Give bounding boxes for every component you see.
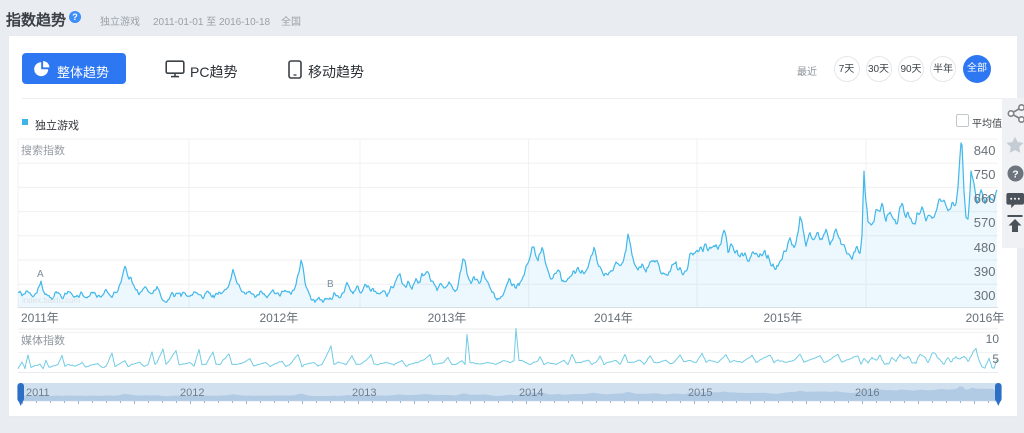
svg-text:?: ? bbox=[1012, 169, 1018, 181]
